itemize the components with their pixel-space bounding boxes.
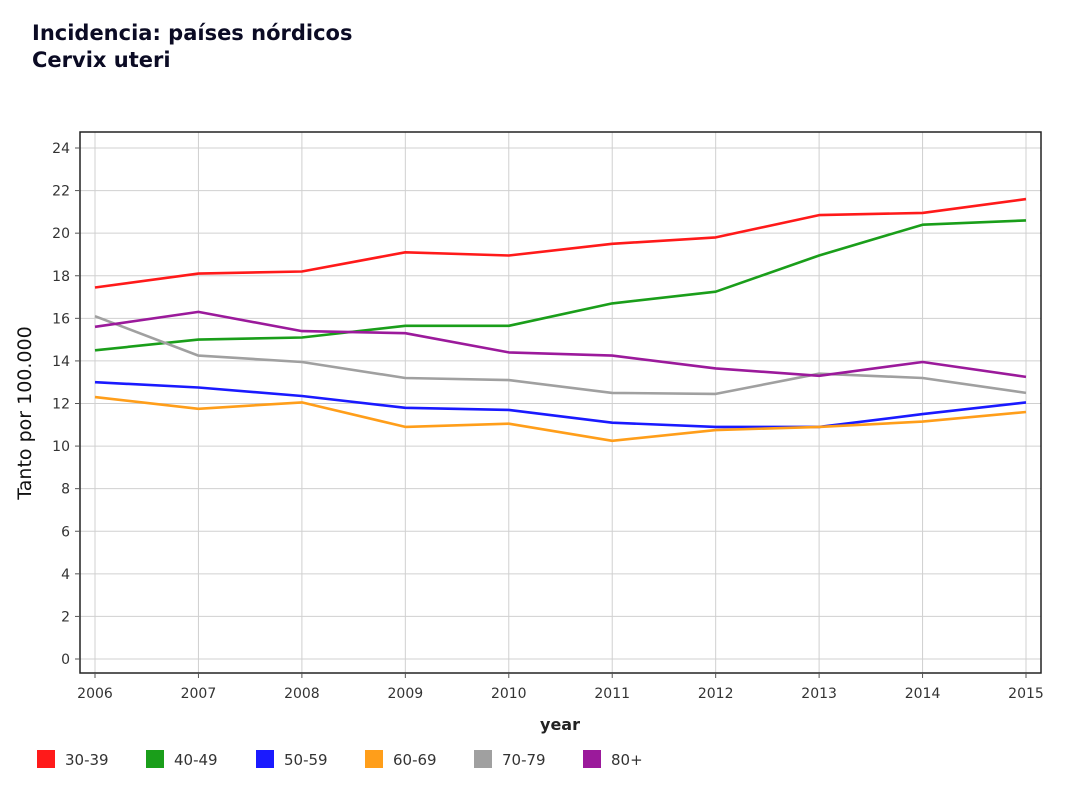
y-tick-label: 6 [61,524,70,540]
legend-swatch-40-49 [146,750,164,768]
legend-label-70-79: 70-79 [502,751,546,769]
y-tick-label: 2 [61,609,70,625]
legend-label-80+: 80+ [611,751,643,769]
series-line-60-69 [94,395,1027,443]
plot-frame [79,131,1042,674]
x-tick-label: 2014 [905,686,941,702]
legend-swatch-30-39 [37,750,55,768]
y-tick-label: 10 [52,439,70,455]
legend-swatch-80+ [583,750,601,768]
y-tick-label: 16 [52,311,70,327]
y-tick-label: 4 [61,567,70,583]
series-line-30-39 [94,197,1027,289]
legend-label-50-59: 50-59 [284,751,328,769]
legend-label-30-39: 30-39 [65,751,109,769]
chart-title: Incidencia: países nórdicos Cervix uteri [32,20,352,74]
y-tick-label: 14 [52,354,70,370]
x-tick-label: 2010 [491,686,527,702]
legend-label-60-69: 60-69 [393,751,437,769]
legend-swatch-50-59 [256,750,274,768]
grid-lines [80,132,1041,673]
x-axis-ticks: 2006 2007 2008 2009 2010 2011 2012 2013 2014 2015 [77,673,1044,702]
legend-swatch-70-79 [474,750,492,768]
y-tick-label: 8 [61,482,70,498]
x-tick-label: 2008 [284,686,320,702]
x-tick-label: 2009 [388,686,424,702]
legend-swatch-60-69 [365,750,383,768]
title-line-1: Incidencia: países nórdicos [32,21,353,45]
x-tick-label: 2011 [594,686,630,702]
y-tick-label: 0 [61,652,70,668]
y-tick-label: 18 [52,269,70,285]
legend-label-40-49: 40-49 [174,751,218,769]
x-tick-label: 2012 [698,686,734,702]
y-tick-label: 12 [52,397,70,413]
x-tick-label: 2013 [801,686,837,702]
y-tick-label: 24 [52,141,70,157]
series-lines [94,197,1027,443]
series-line-80+ [94,310,1027,379]
x-tick-label: 2006 [77,686,113,702]
legend: 30-39 40-49 50-59 60-69 70-79 80+ [37,750,643,769]
series-line-70-79 [94,314,1027,396]
x-tick-label: 2007 [181,686,217,702]
y-tick-label: 22 [52,184,70,200]
x-axis-label: year [540,715,580,734]
series-line-50-59 [94,380,1027,429]
title-line-2: Cervix uteri [32,48,171,72]
y-axis-label: Tanto por 100.000 [14,326,36,500]
series-line-40-49 [94,219,1027,352]
y-tick-label: 20 [52,226,70,242]
x-tick-label: 2015 [1008,686,1044,702]
